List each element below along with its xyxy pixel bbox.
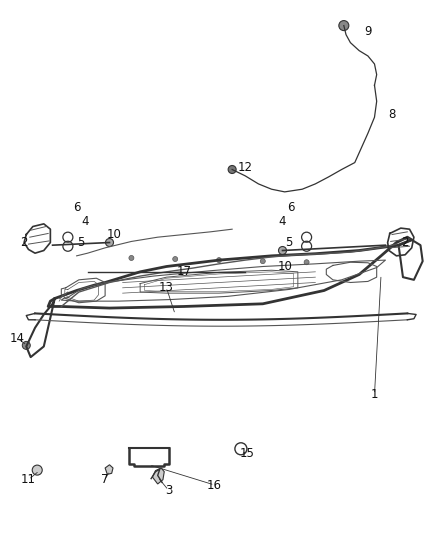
Text: 4: 4 <box>279 215 286 228</box>
Text: 10: 10 <box>277 260 292 273</box>
Circle shape <box>216 257 222 263</box>
Text: 15: 15 <box>240 447 255 459</box>
Circle shape <box>304 260 309 265</box>
Text: 6: 6 <box>287 201 295 214</box>
Text: 5: 5 <box>78 236 85 249</box>
Circle shape <box>228 165 236 174</box>
Text: 2: 2 <box>20 236 28 249</box>
Text: 7: 7 <box>101 473 109 486</box>
Text: 14: 14 <box>10 332 25 345</box>
Text: 16: 16 <box>207 479 222 491</box>
Circle shape <box>106 238 113 247</box>
Text: 13: 13 <box>159 281 174 294</box>
Text: 10: 10 <box>106 228 121 241</box>
Circle shape <box>260 259 265 264</box>
Circle shape <box>279 246 286 255</box>
Text: 3: 3 <box>165 484 172 497</box>
Text: 9: 9 <box>364 26 372 38</box>
Circle shape <box>32 465 42 475</box>
Circle shape <box>22 341 30 350</box>
Text: 1: 1 <box>371 388 378 401</box>
Text: 12: 12 <box>238 161 253 174</box>
Text: 2: 2 <box>401 236 409 249</box>
Circle shape <box>129 255 134 261</box>
Text: 11: 11 <box>21 473 36 486</box>
Text: 6: 6 <box>73 201 81 214</box>
Text: 8: 8 <box>389 108 396 121</box>
Text: 4: 4 <box>81 215 89 228</box>
Polygon shape <box>152 468 164 484</box>
Circle shape <box>339 21 349 30</box>
Circle shape <box>173 256 178 262</box>
Text: 17: 17 <box>177 265 191 278</box>
Polygon shape <box>105 465 113 474</box>
Text: 5: 5 <box>286 236 293 249</box>
